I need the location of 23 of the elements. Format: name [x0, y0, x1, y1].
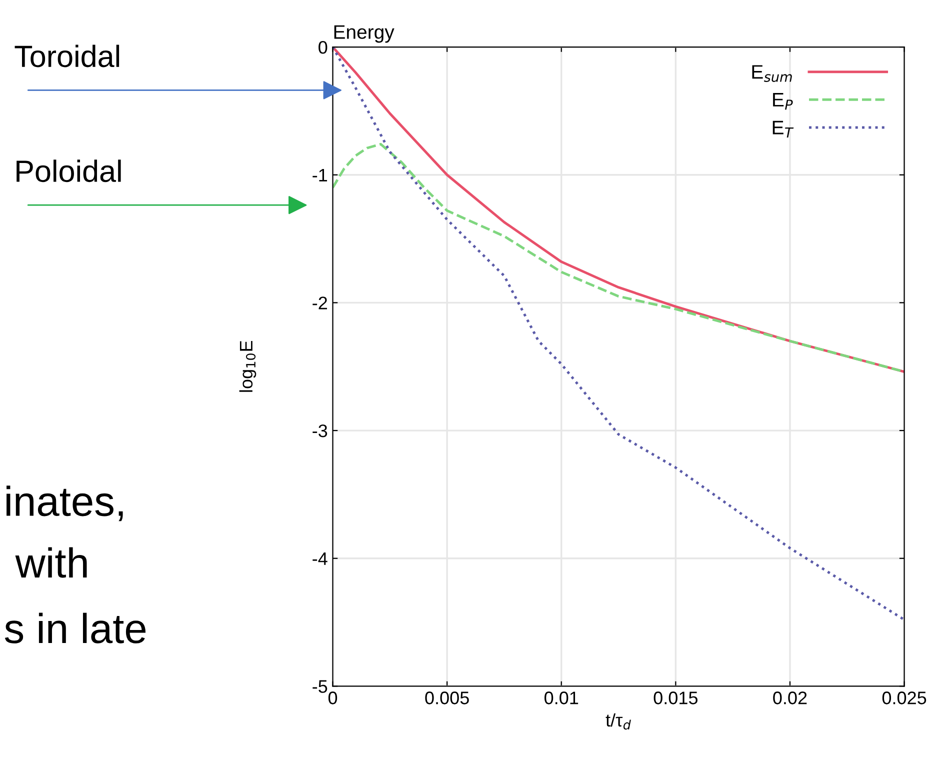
text: with: [15, 547, 87, 578]
text: Toroidal: [14, 44, 120, 68]
legend-label: E$_{T}$: [772, 120, 794, 138]
y-axis-title: log$_{10}$E: [239, 340, 256, 392]
y-tick-label: -5: [312, 680, 328, 693]
chart-title: Energy: [334, 25, 394, 43]
text: inates,: [6, 486, 123, 522]
y-tick-label: -4: [312, 552, 328, 565]
x-tick-label: 0.015: [654, 692, 698, 704]
y-tick-label: 0: [318, 40, 328, 54]
text: Poloidal: [16, 160, 121, 182]
legend-label: E$_{sum}$: [752, 65, 792, 82]
y-tick-label: -3: [312, 424, 328, 438]
x-tick-label: 0: [328, 692, 338, 704]
text: s in late: [4, 612, 146, 644]
y-tick-label: -2: [312, 296, 327, 310]
legend-label: E$_{P}$: [773, 93, 793, 110]
x-tick-label: 0.005: [425, 692, 469, 704]
x-tick-label: 0.025: [882, 692, 926, 704]
x-tick-label: 0.02: [773, 692, 807, 704]
y-tick-label: -1: [312, 168, 328, 182]
x-tick-label: 0.01: [544, 692, 578, 704]
x-axis-title: t/τ$_{d}$: [606, 713, 631, 730]
